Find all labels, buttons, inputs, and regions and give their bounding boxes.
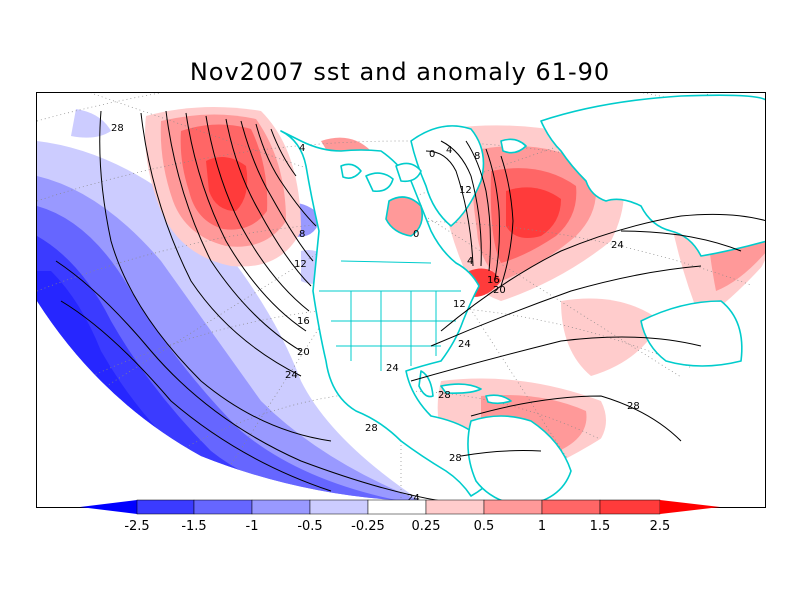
sst-anomaly-map: 28 4 8 12 16 20 24 28 24 0 4 8 12 0 4 16…	[37, 93, 765, 507]
contour-label: 0	[429, 149, 435, 160]
contour-label: 28	[449, 453, 462, 464]
map-frame: 28 4 8 12 16 20 24 28 24 0 4 8 12 0 4 16…	[36, 92, 766, 508]
contour-label: 16	[297, 316, 310, 327]
colorbar-label: -0.5	[297, 519, 322, 534]
contour-label: 12	[453, 299, 466, 310]
contour-label: 8	[299, 229, 305, 240]
contour-label: 24	[458, 339, 471, 350]
contour-label: 24	[407, 493, 420, 504]
africa	[640, 300, 743, 367]
contour-label: 12	[459, 185, 472, 196]
anomaly-atlantic-pos-15	[506, 187, 561, 239]
coastlines	[280, 94, 765, 507]
contour-label: 28	[627, 401, 640, 412]
north-america	[280, 130, 500, 497]
contour-label: 24	[386, 363, 399, 374]
contour-label: 28	[111, 123, 124, 134]
contour-label: 24	[285, 370, 298, 381]
colorbar-labels: -2.5 -1.5 -1 -0.5 -0.25 0.25 0.5 1 1.5 2…	[124, 519, 670, 534]
political-borders	[319, 260, 461, 371]
contour-label: 20	[297, 347, 310, 358]
contour-label: 4	[446, 145, 452, 156]
contour-label: 24	[611, 240, 624, 251]
colorbar-arrow-right	[660, 500, 720, 514]
contour-label: 4	[467, 256, 473, 267]
colorbar-label: 1.5	[590, 519, 611, 534]
map-title: Nov2007 sst and anomaly 61-90	[189, 58, 611, 86]
contour-label: 0	[413, 229, 419, 240]
colorbar-label: 1	[538, 519, 546, 534]
south-america	[467, 415, 572, 507]
contour-labels: 28 4 8 12 16 20 24 28 24 0 4 8 12 0 4 16…	[111, 123, 640, 504]
colorbar-label: 2.5	[650, 519, 671, 534]
anomaly-pacific-pos-15	[206, 157, 248, 211]
colorbar-label: 0.25	[412, 519, 441, 534]
colorbar-label: -0.25	[351, 519, 385, 534]
contour-label: 16	[487, 275, 500, 286]
contour-label: 4	[299, 143, 305, 154]
eurasia	[540, 94, 765, 257]
sst-contours	[55, 110, 765, 502]
contour-label: 28	[438, 390, 451, 401]
colorbar-label: 0.5	[474, 519, 495, 534]
contour-label: 20	[493, 285, 506, 296]
colorbar: -2.5 -1.5 -1 -0.5 -0.25 0.25 0.5 1 1.5 2…	[80, 499, 720, 534]
contour-label: 28	[365, 423, 378, 434]
colorbar-label: -1	[246, 519, 259, 534]
colorbar-label: -1.5	[181, 519, 206, 534]
contour-label: 12	[294, 259, 307, 270]
colorbar-arrow-left	[80, 500, 137, 514]
contour-label: 8	[474, 151, 480, 162]
colorbar-label: -2.5	[124, 519, 149, 534]
